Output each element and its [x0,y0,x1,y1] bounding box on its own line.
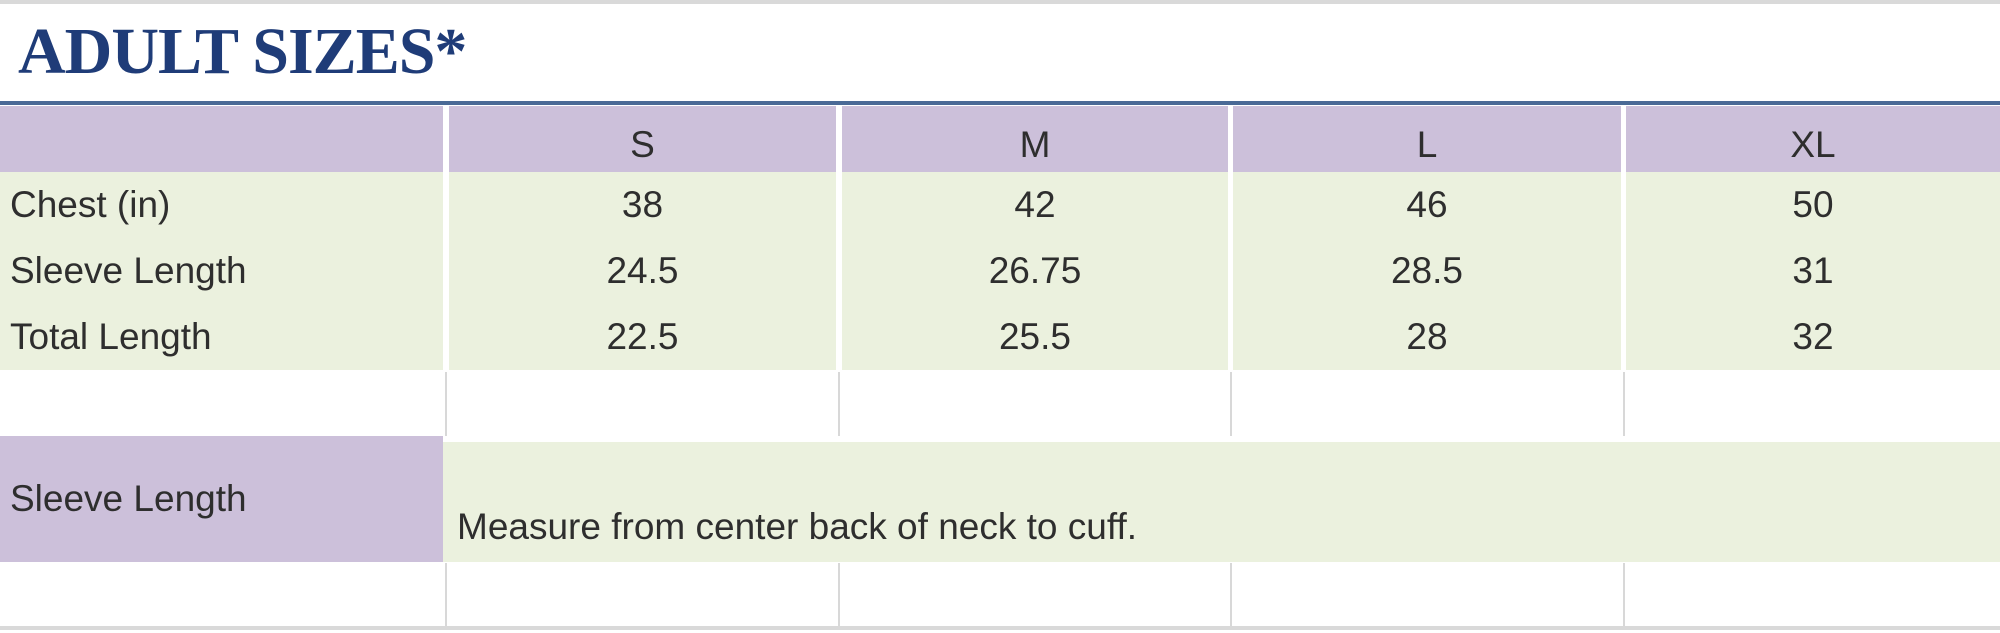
note-label: Sleeve Length [0,436,443,562]
row-label-total: Total Length [0,304,443,370]
bottom-border [0,626,2000,630]
top-border [0,0,2000,4]
gridline [838,372,840,436]
gridline [445,563,447,626]
header-size-m: M [842,106,1228,172]
row-label-chest: Chest (in) [0,172,443,238]
header-size-xl: XL [1626,106,2000,172]
cell-chest-s: 38 [449,172,836,238]
header-size-l: L [1233,106,1621,172]
cell-total-m: 25.5 [842,304,1228,370]
cell-total-l: 28 [1233,304,1621,370]
gridline [1623,563,1625,626]
gridline [1230,563,1232,626]
row-label-sleeve: Sleeve Length [0,238,443,304]
cell-chest-m: 42 [842,172,1228,238]
cell-total-xl: 32 [1626,304,2000,370]
page-title: ADULT SIZES* [18,15,467,88]
note-text: Measure from center back of neck to cuff… [443,442,2000,562]
gridline [445,372,447,436]
title-rule [0,101,2000,105]
cell-chest-l: 46 [1233,172,1621,238]
gridline [1623,372,1625,436]
gridline [838,563,840,626]
header-size-s: S [449,106,836,172]
header-corner-cell [0,106,443,172]
cell-sleeve-xl: 31 [1626,238,2000,304]
gridline [1230,372,1232,436]
cell-total-s: 22.5 [449,304,836,370]
cell-sleeve-m: 26.75 [842,238,1228,304]
cell-sleeve-s: 24.5 [449,238,836,304]
cell-sleeve-l: 28.5 [1233,238,1621,304]
cell-chest-xl: 50 [1626,172,2000,238]
